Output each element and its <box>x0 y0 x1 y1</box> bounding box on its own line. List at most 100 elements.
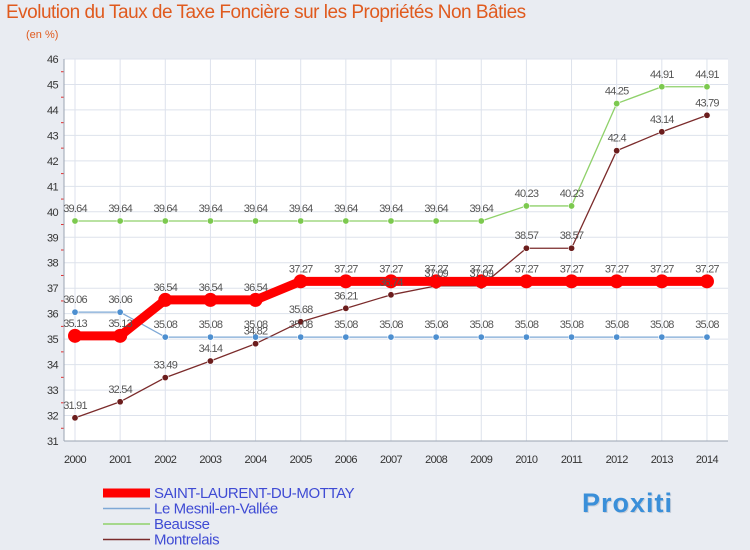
data-label: 37.27 <box>334 263 358 275</box>
data-label: 42.4 <box>608 133 627 145</box>
y-tick-label: 37 <box>47 283 59 295</box>
data-label: 43.14 <box>650 114 674 126</box>
data-point <box>699 274 714 289</box>
x-tick-label: 2008 <box>425 454 448 466</box>
data-label: 39.64 <box>244 203 268 215</box>
x-tick-label: 2003 <box>199 454 222 466</box>
data-point <box>703 111 711 119</box>
data-point <box>71 217 79 225</box>
data-point <box>658 83 666 91</box>
data-label: 35.08 <box>334 319 358 331</box>
data-point <box>568 202 576 210</box>
data-label: 40.23 <box>515 188 539 200</box>
data-label: 39.64 <box>108 203 132 215</box>
data-labels: 31.91 32.54 33.49 34.14 34.82 35.68 36.21 36.74… <box>63 69 720 412</box>
data-point <box>568 333 576 341</box>
data-point <box>116 398 124 406</box>
data-label: 37.27 <box>379 263 403 275</box>
data-label: 35.08 <box>650 319 674 331</box>
data-label: 37.09 <box>469 268 493 280</box>
legend-label: SAINT-LAURENT-DU-MOTTAY <box>154 485 355 502</box>
grid-lines <box>64 58 728 442</box>
data-label: 37.27 <box>424 263 448 275</box>
data-label: 37.27 <box>469 263 493 275</box>
data-label: 35.08 <box>560 319 584 331</box>
data-label: 35.13 <box>108 318 132 330</box>
data-point <box>71 308 79 316</box>
x-tick-label: 2004 <box>245 454 268 466</box>
data-point <box>252 340 260 348</box>
data-label: 34.82 <box>244 326 268 338</box>
y-tick-label: 42 <box>47 156 59 168</box>
data-label: 32.54 <box>108 384 132 396</box>
y-tick-label: 36 <box>47 309 59 321</box>
data-point <box>206 333 214 341</box>
y-tick-label: 39 <box>47 232 59 244</box>
data-label: 37.27 <box>289 263 313 275</box>
data-point <box>522 202 530 210</box>
data-point <box>432 333 440 341</box>
x-tick-label: 2000 <box>64 454 87 466</box>
data-point <box>609 274 624 289</box>
data-label: 35.08 <box>199 319 223 331</box>
data-point <box>654 274 669 289</box>
data-point <box>116 217 124 225</box>
proxiti-logo: Proxiti <box>582 488 674 518</box>
data-point <box>248 292 263 307</box>
legend-label: Montrelais <box>154 532 219 549</box>
data-label: 39.64 <box>379 203 403 215</box>
data-point <box>161 374 169 382</box>
data-point <box>68 328 82 343</box>
data-point <box>613 100 621 108</box>
data-label: 39.64 <box>424 203 448 215</box>
data-point <box>252 217 260 225</box>
data-point <box>71 414 79 422</box>
x-tick-label: 2010 <box>515 454 538 466</box>
x-tick-label: 2013 <box>651 454 674 466</box>
data-label: 36.54 <box>154 282 178 294</box>
legend-label: Le Mesnil-en-Vallée <box>154 501 278 518</box>
data-label: 39.64 <box>199 203 223 215</box>
data-point <box>564 274 579 289</box>
x-tick-label: 2012 <box>606 454 629 466</box>
data-point <box>116 308 124 316</box>
data-point <box>568 244 576 252</box>
data-point <box>477 333 485 341</box>
x-tick-label: 2011 <box>561 454 583 466</box>
data-label: 35.08 <box>469 319 493 331</box>
data-point <box>522 333 530 341</box>
data-label: 35.08 <box>379 319 403 331</box>
data-label: 39.64 <box>154 203 178 215</box>
data-point <box>161 217 169 225</box>
data-point <box>252 333 260 341</box>
data-point <box>297 217 305 225</box>
data-point <box>383 274 398 289</box>
y-tick-label: 46 <box>47 54 59 66</box>
plot-area <box>64 59 728 441</box>
data-point <box>113 328 128 343</box>
data-label: 44.91 <box>650 69 674 81</box>
data-label: 35.68 <box>289 304 313 316</box>
data-label: 36.21 <box>334 290 358 302</box>
data-point <box>161 333 169 341</box>
data-point <box>429 274 444 289</box>
data-label: 37.27 <box>515 263 539 275</box>
x-tick-label: 2014 <box>696 454 719 466</box>
data-point <box>613 333 621 341</box>
data-point <box>297 333 305 341</box>
data-label: 34.14 <box>199 343 223 355</box>
data-point <box>658 128 666 136</box>
data-point <box>387 333 395 341</box>
data-label: 44.91 <box>695 69 719 81</box>
data-label: 36.54 <box>199 282 223 294</box>
data-point <box>519 274 534 289</box>
data-label: 44.25 <box>605 86 629 98</box>
chart-title: Evolution du Taux de Taxe Foncière sur l… <box>6 2 526 23</box>
data-point <box>203 292 218 307</box>
data-label: 36.54 <box>244 282 268 294</box>
series-group <box>68 83 714 422</box>
data-label: 35.08 <box>515 319 539 331</box>
y-tick-label: 40 <box>47 207 59 219</box>
